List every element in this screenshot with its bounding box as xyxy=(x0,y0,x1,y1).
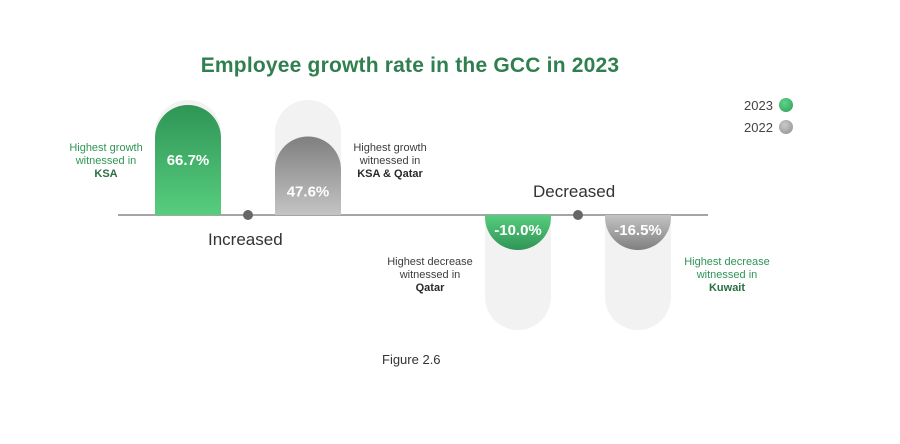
annotation-line: Highest growth xyxy=(69,142,143,154)
increased-label: Increased xyxy=(208,230,283,249)
legend-swatch-green xyxy=(779,98,793,112)
data-label-decreased-2022: -16.5% xyxy=(614,222,662,239)
decreased-label: Decreased xyxy=(533,182,616,201)
data-label-decreased-2023: -10.0% xyxy=(494,222,542,239)
annotation-line: witnessed in xyxy=(399,269,461,281)
chart-title: Employee growth rate in the GCC in 2023 xyxy=(200,54,620,77)
data-label-increased-2023: 66.7% xyxy=(167,152,210,169)
annotation-highest-growth-2022: Highest growth witnessed in KSA & Qatar xyxy=(340,142,440,181)
annotation-line: witnessed in xyxy=(75,155,137,167)
legend-label: 2023 xyxy=(744,98,773,113)
annotation-country: KSA & Qatar xyxy=(357,168,423,180)
legend-item-2023: 2023 xyxy=(744,98,793,113)
legend-item-2022: 2022 xyxy=(744,120,793,135)
annotation-line: witnessed in xyxy=(696,269,758,281)
bar-decreased-2022 xyxy=(605,215,671,250)
annotation-country: KSA xyxy=(94,168,118,180)
annotation-highest-growth-2023: Highest growth witnessed in KSA xyxy=(48,142,164,181)
legend-label: 2022 xyxy=(744,120,773,135)
legend-swatch-grey xyxy=(779,120,793,134)
data-label-increased-2022: 47.6% xyxy=(287,183,330,200)
bar-increased-2023 xyxy=(155,104,221,215)
figure-caption: Figure 2.6 xyxy=(382,352,441,367)
annotation-line: Highest growth xyxy=(353,142,427,154)
increase-marker xyxy=(243,210,253,220)
bar-increased-2022 xyxy=(275,136,341,215)
annotation-country: Qatar xyxy=(415,282,445,294)
annotation-line: Highest decrease xyxy=(387,256,473,268)
annotation-highest-decrease-2023: Highest decrease witnessed in Qatar xyxy=(376,256,484,295)
annotation-line: witnessed in xyxy=(359,155,421,167)
bar-decreased-2023 xyxy=(485,215,551,250)
annotation-line: Highest decrease xyxy=(684,256,770,268)
decrease-marker xyxy=(573,210,583,220)
annotation-highest-decrease-2022: Highest decrease witnessed in Kuwait xyxy=(672,256,782,295)
annotation-country: Kuwait xyxy=(708,282,746,294)
